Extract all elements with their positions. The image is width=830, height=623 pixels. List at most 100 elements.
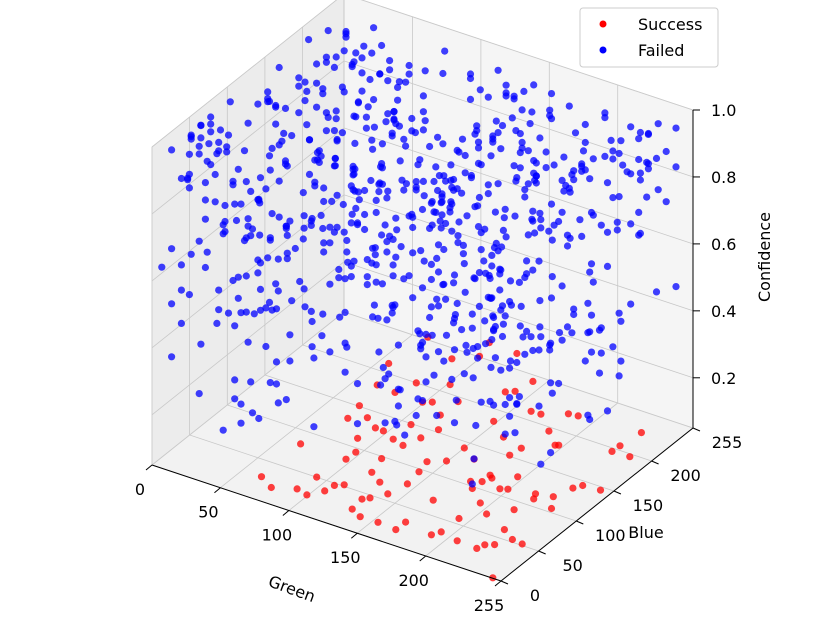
success-point bbox=[551, 441, 559, 449]
failed-point bbox=[395, 78, 403, 86]
failed-point bbox=[529, 266, 537, 274]
success-point bbox=[506, 451, 514, 459]
failed-point bbox=[422, 378, 430, 386]
failed-point bbox=[589, 155, 597, 163]
failed-point bbox=[231, 376, 239, 384]
failed-point bbox=[440, 245, 448, 254]
success-point bbox=[496, 485, 504, 493]
failed-point bbox=[340, 228, 348, 236]
failed-point bbox=[496, 286, 504, 294]
failed-point bbox=[450, 279, 458, 287]
failed-point bbox=[319, 310, 327, 318]
failed-point bbox=[341, 339, 349, 347]
failed-point bbox=[473, 122, 481, 130]
failed-point bbox=[393, 226, 401, 234]
legend-label-success: Success bbox=[638, 15, 702, 34]
green-tick-label: 255 bbox=[474, 596, 505, 615]
failed-point bbox=[389, 261, 397, 269]
failed-point bbox=[256, 174, 265, 182]
failed-point bbox=[488, 336, 496, 344]
green-tick-mark bbox=[145, 464, 153, 471]
failed-point bbox=[442, 331, 451, 339]
success-point bbox=[321, 487, 329, 495]
confidence-tick-label: 1.0 bbox=[711, 101, 736, 120]
failed-point bbox=[381, 221, 389, 229]
success-point bbox=[267, 483, 275, 492]
failed-point bbox=[349, 165, 357, 173]
failed-point bbox=[342, 33, 350, 41]
success-point bbox=[569, 484, 577, 492]
failed-point bbox=[264, 254, 272, 262]
failed-point bbox=[187, 131, 195, 139]
failed-point bbox=[430, 177, 438, 186]
failed-point bbox=[392, 253, 400, 261]
success-point bbox=[460, 444, 468, 452]
failed-point bbox=[490, 327, 498, 335]
failed-point bbox=[547, 90, 556, 98]
success-point bbox=[330, 481, 338, 489]
failed-point bbox=[578, 167, 586, 175]
failed-point bbox=[560, 153, 568, 161]
failed-point bbox=[201, 196, 209, 204]
failed-point bbox=[363, 256, 371, 264]
failed-point bbox=[603, 179, 612, 187]
failed-point bbox=[412, 178, 420, 186]
failed-point bbox=[524, 147, 532, 155]
failed-point bbox=[545, 227, 553, 235]
failed-point bbox=[458, 189, 466, 197]
failed-point bbox=[232, 216, 241, 225]
green-tick-label: 150 bbox=[330, 548, 361, 567]
success-point bbox=[626, 453, 634, 461]
success-point bbox=[374, 518, 382, 526]
failed-point bbox=[440, 357, 448, 365]
blue-tick-label: 50 bbox=[562, 556, 582, 575]
failed-point bbox=[515, 393, 524, 401]
failed-point bbox=[558, 336, 566, 344]
failed-point bbox=[319, 85, 327, 93]
failed-point bbox=[347, 219, 355, 227]
success-point bbox=[637, 429, 646, 437]
y-axis-label: Blue bbox=[628, 523, 663, 542]
success-point bbox=[257, 473, 266, 481]
failed-point bbox=[469, 374, 477, 382]
failed-point bbox=[627, 123, 635, 131]
z-axis-label: Confidence bbox=[755, 212, 774, 302]
failed-point bbox=[409, 223, 417, 232]
failed-point bbox=[587, 311, 596, 319]
failed-point bbox=[286, 331, 294, 339]
failed-point bbox=[307, 221, 315, 229]
failed-point bbox=[470, 455, 478, 463]
failed-point bbox=[672, 283, 680, 291]
failed-point bbox=[185, 184, 193, 192]
failed-point bbox=[401, 431, 409, 439]
failed-point bbox=[475, 302, 483, 310]
failed-point bbox=[502, 81, 510, 89]
failed-point bbox=[389, 272, 397, 280]
failed-point bbox=[440, 280, 448, 288]
failed-point bbox=[450, 271, 459, 279]
failed-point bbox=[283, 249, 291, 257]
failed-point bbox=[636, 169, 645, 177]
failed-point bbox=[326, 223, 334, 231]
failed-point bbox=[248, 409, 257, 417]
failed-point bbox=[313, 103, 321, 111]
failed-point bbox=[433, 254, 441, 262]
failed-point bbox=[375, 348, 383, 356]
success-point bbox=[455, 514, 463, 523]
failed-point bbox=[392, 214, 400, 222]
failed-point bbox=[247, 232, 255, 240]
success-point bbox=[473, 544, 481, 553]
failed-point bbox=[568, 171, 576, 179]
failed-point bbox=[597, 349, 605, 357]
failed-point bbox=[644, 129, 653, 138]
failed-point bbox=[295, 74, 303, 82]
failed-point bbox=[381, 419, 389, 427]
failed-point bbox=[461, 151, 469, 160]
failed-point bbox=[320, 239, 328, 247]
grid-line-confidence bbox=[151, 60, 694, 215]
failed-point bbox=[615, 193, 623, 201]
blue-tick-mark bbox=[500, 580, 509, 585]
failed-point bbox=[402, 78, 410, 86]
failed-point bbox=[375, 188, 383, 196]
failed-point bbox=[242, 308, 250, 316]
